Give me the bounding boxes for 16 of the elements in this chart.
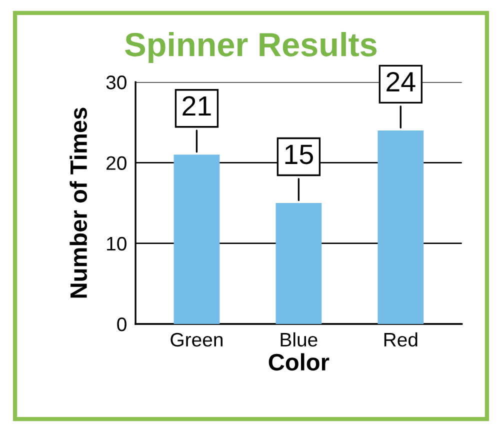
y-tick-label: 10 bbox=[107, 236, 126, 251]
chart-title: Spinner Results bbox=[125, 32, 377, 64]
x-tick-label: Green bbox=[170, 332, 222, 347]
x-axis-title: Color bbox=[268, 353, 330, 371]
bar bbox=[276, 203, 322, 324]
y-tick-label: 20 bbox=[106, 156, 126, 170]
y-tick-label: 0 bbox=[117, 317, 126, 332]
bar bbox=[174, 154, 220, 324]
x-tick-label: Red bbox=[384, 332, 418, 347]
bar bbox=[378, 130, 424, 324]
y-tick-label: 30 bbox=[106, 76, 126, 90]
data-label: 15 bbox=[285, 144, 313, 164]
data-label: 24 bbox=[386, 72, 416, 92]
data-label: 21 bbox=[182, 96, 211, 116]
x-tick-label: Blue bbox=[280, 332, 318, 347]
y-axis-title: Number of Times bbox=[70, 108, 88, 298]
